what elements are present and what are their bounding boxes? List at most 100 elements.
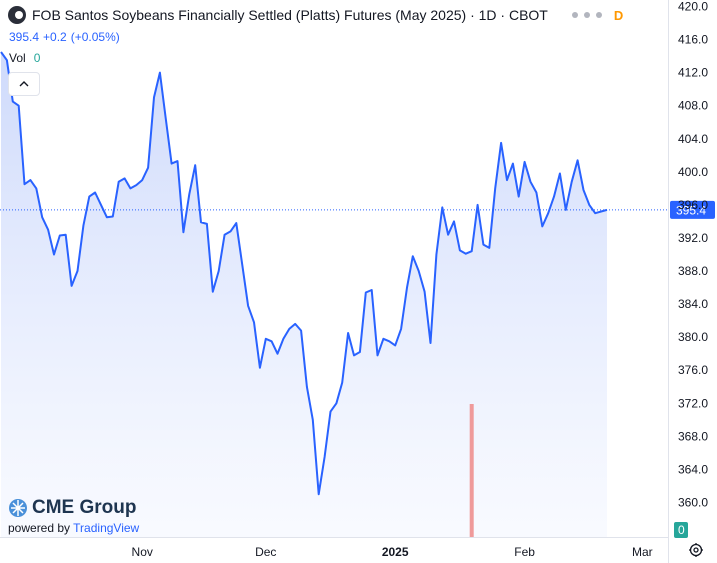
price-point <box>100 204 102 206</box>
price-point <box>482 243 484 245</box>
price-point <box>382 338 384 340</box>
price-point <box>459 249 461 251</box>
price-line-series <box>0 51 608 496</box>
price-point <box>600 210 602 212</box>
price-point <box>423 291 425 293</box>
x-tick-label: Feb <box>514 545 535 559</box>
y-tick-label: 372.0 <box>678 396 708 410</box>
price-point <box>582 189 584 191</box>
price-point <box>512 162 514 164</box>
price-point <box>547 212 549 214</box>
price-point <box>518 195 520 197</box>
price-point <box>47 229 49 231</box>
price-point <box>476 204 478 206</box>
y-tick-label: 412.0 <box>678 66 708 80</box>
powered-by-line: powered by TradingView <box>8 521 139 535</box>
settings-icon[interactable] <box>688 542 704 558</box>
price-point <box>159 71 161 73</box>
price-point <box>247 305 249 307</box>
y-tick-label: 368.0 <box>678 429 708 443</box>
price-point <box>170 162 172 164</box>
price-point <box>165 117 167 119</box>
price-point <box>282 338 284 340</box>
price-point <box>341 381 343 383</box>
price-point <box>194 164 196 166</box>
y-tick-label: 400.0 <box>678 165 708 179</box>
price-point <box>388 340 390 342</box>
price-point <box>218 270 220 272</box>
price-point <box>300 329 302 331</box>
price-point <box>182 231 184 233</box>
y-tick-label: 384.0 <box>678 297 708 311</box>
price-point <box>435 253 437 255</box>
chart-legend: FOB Santos Soybeans Financially Settled … <box>8 6 623 24</box>
price-change-percent: (+0.05%) <box>70 30 120 44</box>
price-point <box>323 456 325 458</box>
price-point <box>506 179 508 181</box>
price-point <box>559 172 561 174</box>
price-point <box>359 351 361 353</box>
last-price-label-bg <box>670 200 715 219</box>
price-point <box>553 195 555 197</box>
legend-status-dots-icon <box>571 12 602 18</box>
price-point <box>318 493 320 495</box>
price-point <box>488 247 490 249</box>
cme-logo-text: CME Group <box>32 497 137 518</box>
price-point <box>200 221 202 223</box>
last-price-label: 395.4 <box>676 203 706 217</box>
price-point <box>288 328 290 330</box>
price-point <box>35 187 37 189</box>
y-tick-label: 364.0 <box>678 462 708 476</box>
collapse-legend-button[interactable] <box>8 72 40 96</box>
price-point <box>371 289 373 291</box>
price-point <box>76 270 78 272</box>
price-point <box>329 410 331 412</box>
price-point <box>412 255 414 257</box>
y-tick-label: 380.0 <box>678 330 708 344</box>
chevron-up-icon <box>19 81 29 87</box>
price-point <box>265 338 267 340</box>
delayed-data-badge[interactable]: D <box>613 7 624 23</box>
symbol-logo-icon[interactable] <box>8 6 26 24</box>
volume-readout: Vol 0 <box>9 51 40 65</box>
price-point <box>29 179 31 181</box>
volume-scale-label-bg <box>674 522 688 538</box>
price-point <box>594 212 596 214</box>
y-tick-label: 396.0 <box>678 198 708 212</box>
price-point <box>447 234 449 236</box>
x-tick-label: Mar <box>632 545 653 559</box>
price-point <box>65 234 67 236</box>
price-point <box>465 253 467 255</box>
price-point <box>453 220 455 222</box>
price-point <box>400 328 402 330</box>
price-point <box>418 270 420 272</box>
price-point <box>312 419 314 421</box>
price-point <box>335 402 337 404</box>
price-change: +0.2 <box>43 30 67 44</box>
symbol-title[interactable]: FOB Santos Soybeans Financially Settled … <box>32 7 548 23</box>
price-point <box>576 159 578 161</box>
price-point <box>153 96 155 98</box>
price-point <box>188 193 190 195</box>
price-point <box>53 253 55 255</box>
price-point <box>429 342 431 344</box>
price-point <box>276 353 278 355</box>
price-readout: 395.4 +0.2 (+0.05%) <box>9 30 120 44</box>
price-point <box>41 216 43 218</box>
y-tick-label: 420.0 <box>678 0 708 14</box>
price-point <box>306 386 308 388</box>
price-point <box>147 167 149 169</box>
price-point <box>235 222 237 224</box>
cme-tradingview-logo[interactable]: CME Group powered by TradingView <box>8 497 139 535</box>
price-point <box>529 181 531 183</box>
price-point <box>135 184 137 186</box>
price-point <box>441 206 443 208</box>
price-point <box>365 291 367 293</box>
y-tick-label: 376.0 <box>678 363 708 377</box>
price-point <box>376 354 378 356</box>
y-tick-label: 360.0 <box>678 496 708 510</box>
price-point <box>494 187 496 189</box>
x-tick-label: Dec <box>255 545 276 559</box>
price-point <box>6 59 8 61</box>
